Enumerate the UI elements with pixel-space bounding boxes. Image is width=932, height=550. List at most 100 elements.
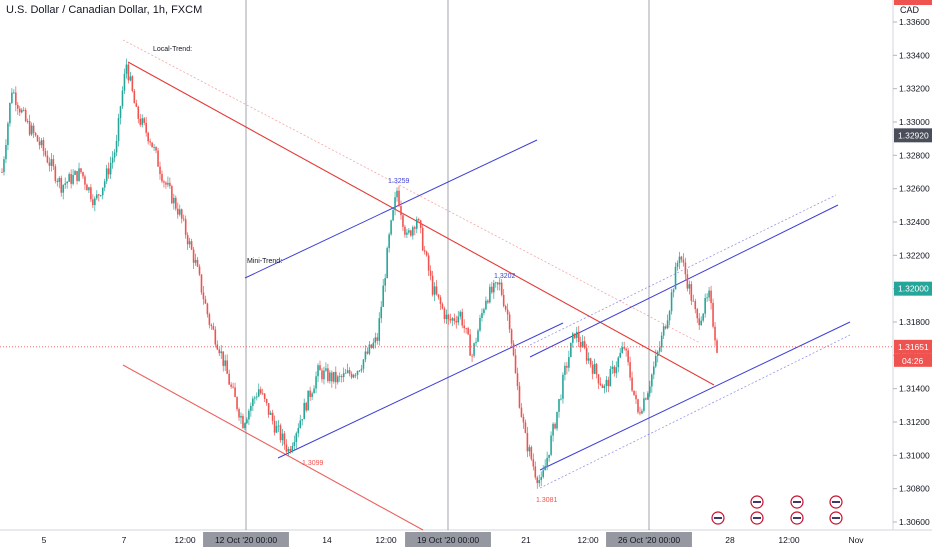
candle-body xyxy=(28,121,31,135)
y-tick-label: 1.33600 xyxy=(899,17,930,27)
candle-body xyxy=(323,370,325,380)
candle-body xyxy=(396,190,398,198)
candle-body xyxy=(504,305,507,310)
candle-body xyxy=(520,407,523,417)
y-tick-label: 1.32800 xyxy=(899,150,930,160)
date-highlight-box xyxy=(203,532,289,547)
candle-body xyxy=(275,425,278,433)
candle-body xyxy=(315,376,317,389)
swing-high-2-label: 1.3202 xyxy=(494,273,516,280)
x-tick-label: 12:00 xyxy=(577,535,599,545)
candle-body xyxy=(496,282,499,285)
candle-body xyxy=(384,278,386,286)
candle-body xyxy=(52,159,55,167)
candle-body xyxy=(575,331,578,338)
candle-body xyxy=(352,374,355,378)
candle-body xyxy=(589,358,592,365)
candle-body xyxy=(532,459,535,467)
candle-body xyxy=(212,325,215,330)
candle-body xyxy=(161,174,163,182)
candle-body xyxy=(216,344,219,350)
candle-body xyxy=(560,398,562,400)
candle-body xyxy=(238,409,240,418)
candle-body xyxy=(295,433,298,443)
candle-body xyxy=(431,275,434,295)
candle-body xyxy=(289,448,292,452)
candle-body xyxy=(459,311,462,317)
x-tick-label: 14 xyxy=(322,535,332,545)
candle-body xyxy=(301,419,304,421)
candle-body xyxy=(198,266,201,275)
candle-body xyxy=(176,208,179,215)
candle-body xyxy=(577,331,580,343)
candle-body xyxy=(672,289,675,293)
candle-body xyxy=(528,447,531,452)
candle-body xyxy=(441,304,444,309)
candle-body xyxy=(32,125,35,133)
candle-body xyxy=(230,384,232,387)
candle-body xyxy=(169,182,171,187)
candle-body xyxy=(17,104,19,109)
candle-body xyxy=(180,209,183,219)
y-tick-label: 1.31000 xyxy=(899,450,930,460)
candle-body xyxy=(611,366,614,369)
candle-body xyxy=(597,374,600,384)
candle-body xyxy=(643,398,645,411)
candle-body xyxy=(461,311,464,326)
symbol-title: U.S. Dollar / Canadian Dollar, 1h, FXCM xyxy=(6,4,203,16)
event-flag-icon-stripe xyxy=(793,501,801,503)
candle-body xyxy=(410,230,412,236)
candle-body xyxy=(593,364,596,374)
candle-body xyxy=(305,402,307,411)
candle-body xyxy=(706,297,708,299)
candle-body xyxy=(151,142,153,148)
candle-body xyxy=(388,234,390,249)
candle-body xyxy=(186,234,189,245)
candle-body xyxy=(157,150,159,167)
candle-body xyxy=(429,270,432,276)
candle-body xyxy=(313,388,315,394)
candle-body xyxy=(649,386,651,394)
candle-body xyxy=(516,373,519,387)
candle-body xyxy=(279,425,282,441)
candle-body xyxy=(139,118,142,125)
candle-body xyxy=(271,412,274,421)
candle-body xyxy=(538,480,541,484)
candle-body xyxy=(309,390,311,397)
candle-body xyxy=(159,166,161,175)
candle-body xyxy=(103,181,106,188)
event-flag-icon-stripe xyxy=(793,517,801,519)
candle-body xyxy=(572,333,574,343)
candle-body xyxy=(406,232,408,235)
candle-body xyxy=(127,64,130,81)
candle-body xyxy=(556,411,558,429)
candle-body xyxy=(451,318,454,321)
candle-body xyxy=(684,262,687,275)
candle-body xyxy=(125,64,128,74)
candle-body xyxy=(269,412,272,415)
candle-body xyxy=(143,118,146,123)
candle-body xyxy=(408,230,410,233)
candle-body xyxy=(400,206,402,216)
candle-body xyxy=(473,343,475,356)
candle-body xyxy=(99,195,102,197)
candle-body xyxy=(647,393,649,400)
candle-body xyxy=(449,319,452,321)
countdown-badge xyxy=(894,353,932,367)
candle-body xyxy=(700,320,702,326)
candle-body xyxy=(443,308,446,320)
x-tick-label: 7 xyxy=(122,535,127,545)
candle-body xyxy=(374,337,377,343)
candle-body xyxy=(585,347,588,361)
candle-body xyxy=(86,184,88,191)
candle-body xyxy=(123,73,126,91)
candle-body xyxy=(558,399,560,412)
candle-body xyxy=(273,420,276,433)
candle-body xyxy=(293,442,296,447)
candle-body xyxy=(334,371,337,383)
price-badge-value: 1.32000 xyxy=(898,284,929,294)
candle-body xyxy=(175,197,177,209)
candle-body xyxy=(435,286,438,295)
